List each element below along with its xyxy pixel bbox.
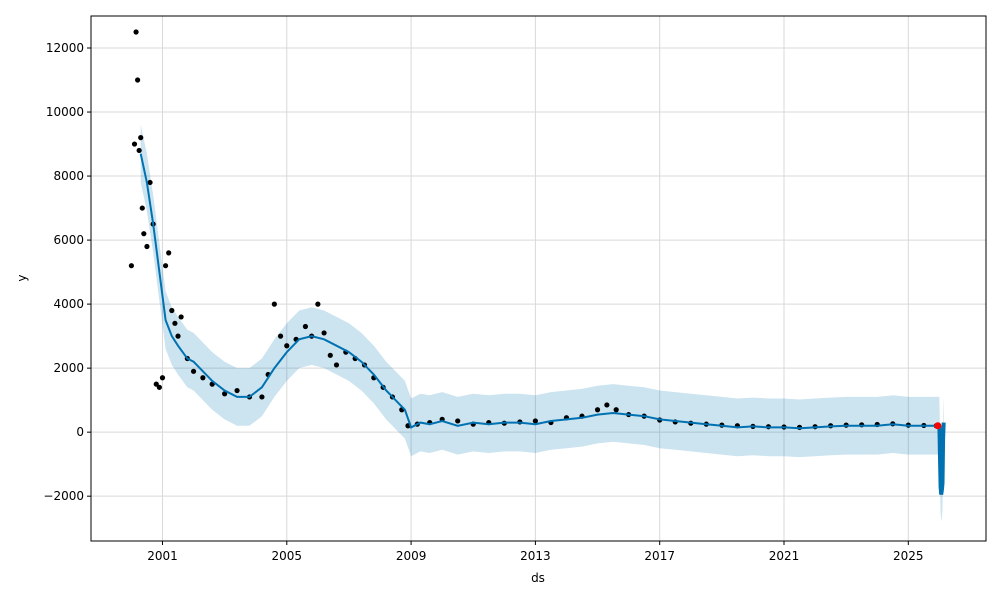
observed-point xyxy=(141,231,147,237)
observed-point xyxy=(284,343,290,349)
observed-point xyxy=(234,387,240,394)
observed-point xyxy=(147,179,153,186)
highlight-point xyxy=(934,422,942,430)
observed-point xyxy=(156,384,162,390)
y-axis-ticks: −2000 0 2000 4000 6000 8000 10000 12000 xyxy=(43,41,91,503)
observed-point xyxy=(613,407,619,413)
highlight-point-group xyxy=(934,422,942,430)
observed-point xyxy=(169,307,175,314)
observed-point xyxy=(277,333,284,339)
forecast-tail-line xyxy=(937,422,946,495)
observed-point xyxy=(604,402,610,408)
observed-point xyxy=(136,147,142,154)
x-tick-label: 2001 xyxy=(147,549,178,563)
observed-point xyxy=(162,263,169,269)
x-tick-label: 2005 xyxy=(272,549,303,563)
observed-point xyxy=(128,263,134,269)
y-tick-label: 12000 xyxy=(46,41,84,55)
grid xyxy=(91,16,986,541)
x-tick-label: 2009 xyxy=(396,549,427,563)
forecast-line xyxy=(139,153,940,430)
observed-point xyxy=(594,407,601,413)
observed-point xyxy=(321,330,327,336)
uncertainty-band xyxy=(140,124,940,458)
x-axis-label: ds xyxy=(531,571,545,585)
observed-point xyxy=(222,391,228,397)
observed-point xyxy=(139,205,145,211)
forecast-tail xyxy=(937,396,946,522)
observed-point xyxy=(153,381,159,387)
observed-point xyxy=(327,352,333,358)
observed-point xyxy=(333,362,340,368)
observed-point xyxy=(271,301,277,307)
observed-point xyxy=(138,135,144,141)
y-tick-label: 2000 xyxy=(53,361,84,375)
y-tick-label: 0 xyxy=(76,425,84,439)
observed-point xyxy=(259,394,265,400)
observed-point xyxy=(455,418,461,424)
y-tick-label: 10000 xyxy=(46,105,84,119)
x-tick-label: 2025 xyxy=(893,549,924,563)
observed-point xyxy=(532,418,538,424)
uncertainty-interval xyxy=(140,124,940,458)
y-tick-label: 4000 xyxy=(53,297,84,311)
observed-point xyxy=(135,77,141,83)
observed-point xyxy=(315,301,321,307)
observed-point xyxy=(302,323,309,330)
observed-point xyxy=(190,368,197,374)
y-tick-label: 6000 xyxy=(53,233,84,247)
y-axis-label: y xyxy=(15,274,29,281)
observed-point xyxy=(144,243,150,250)
plot-area-frame xyxy=(90,15,987,542)
observed-point xyxy=(172,320,178,326)
x-tick-label: 2021 xyxy=(769,549,800,563)
observed-point xyxy=(166,250,172,256)
observed-point xyxy=(200,375,206,381)
y-tick-label: −2000 xyxy=(43,489,84,503)
observed-point xyxy=(178,314,184,320)
y-tick-label: 8000 xyxy=(53,169,84,183)
observed-point xyxy=(133,29,139,35)
observed-point xyxy=(175,333,181,339)
x-axis-ticks: 2001 2005 2009 2013 2017 2021 2025 xyxy=(147,541,924,563)
observed-point xyxy=(131,141,138,147)
x-tick-label: 2013 xyxy=(520,549,551,563)
x-tick-label: 2017 xyxy=(644,549,675,563)
observed-point xyxy=(159,375,166,381)
forecast-line-group xyxy=(139,153,940,430)
